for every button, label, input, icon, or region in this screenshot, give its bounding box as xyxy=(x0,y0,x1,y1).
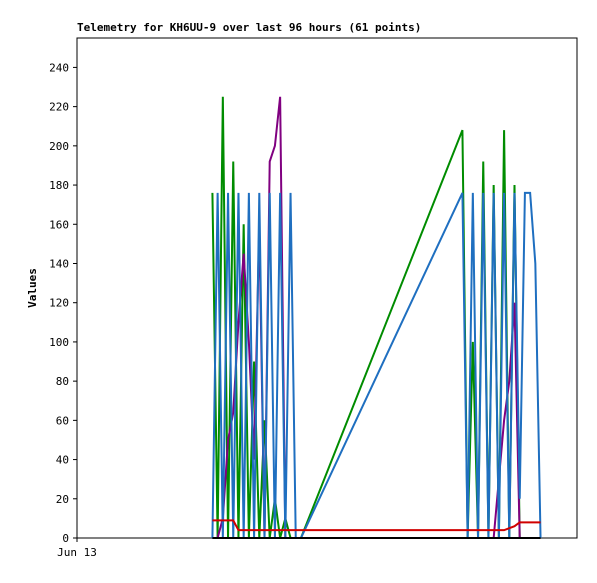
y-tick-label: 60 xyxy=(56,414,69,427)
y-tick-label: 100 xyxy=(49,336,69,349)
y-tick-label: 140 xyxy=(49,257,69,270)
chart-title: Telemetry for KH6UU-9 over last 96 hours… xyxy=(77,21,421,34)
y-tick-label: 220 xyxy=(49,101,69,114)
y-tick-label: 200 xyxy=(49,140,69,153)
y-tick-label: 40 xyxy=(56,454,69,467)
y-tick-label: 180 xyxy=(49,179,69,192)
y-tick-label: 80 xyxy=(56,375,69,388)
y-tick-label: 0 xyxy=(62,532,69,545)
y-tick-label: 120 xyxy=(49,297,69,310)
x-tick-label: Jun 13 xyxy=(57,546,97,559)
y-tick-label: 240 xyxy=(49,61,69,74)
series-line xyxy=(212,519,541,532)
y-tick-label: 160 xyxy=(49,218,69,231)
y-axis-label: Values xyxy=(26,268,39,308)
y-tick-label: 20 xyxy=(56,493,69,506)
